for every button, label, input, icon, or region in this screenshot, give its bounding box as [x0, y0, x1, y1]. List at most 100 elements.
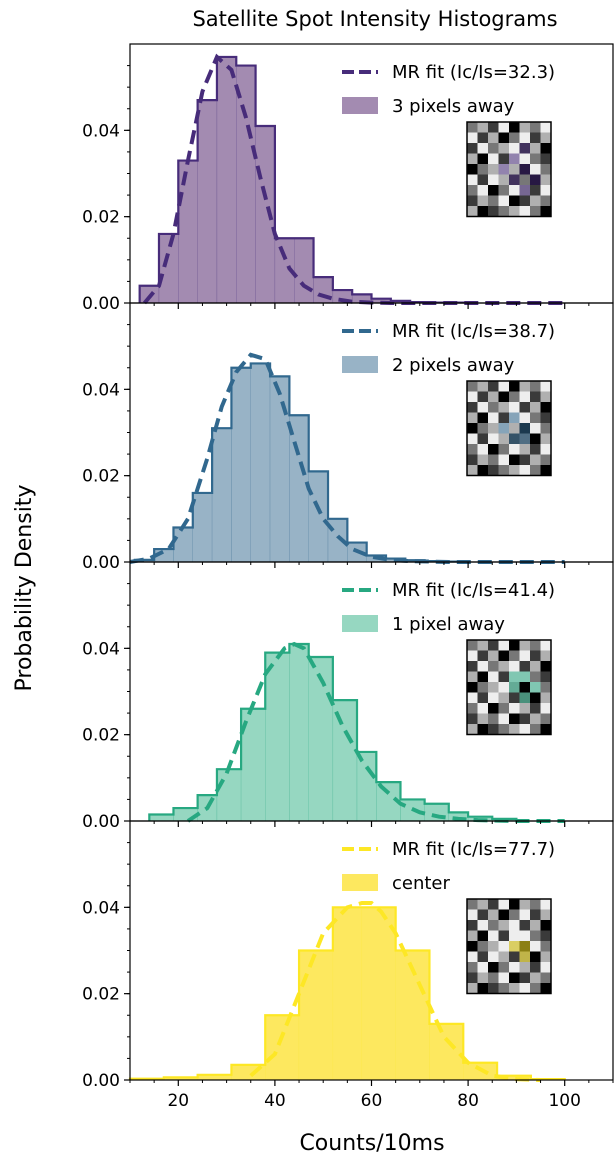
thumbnail-pixel	[488, 640, 499, 651]
thumbnail-pixel	[467, 941, 478, 952]
thumbnail-pixel	[477, 444, 489, 455]
thumbnail-pixel	[530, 412, 541, 424]
thumbnail-pixel	[498, 909, 510, 921]
thumbnail-pixel	[477, 402, 489, 413]
thumbnail-pixel	[467, 962, 478, 973]
thumbnail-highlight	[519, 143, 530, 154]
thumbnail-pixel	[509, 143, 520, 154]
thumbnail-pixel	[530, 671, 541, 683]
legend-hist-swatch	[342, 356, 378, 373]
thumbnail-pixel	[540, 713, 552, 725]
thumbnail-pixel	[519, 661, 531, 672]
thumbnail-pixel	[488, 143, 499, 154]
thumbnail-pixel	[530, 454, 541, 466]
thumbnail-pixel	[540, 381, 552, 392]
thumbnail-pixel	[509, 122, 520, 133]
y-axis-label: Probability Density	[12, 485, 37, 692]
thumbnail-pixel	[488, 444, 499, 455]
thumbnail-highlight	[498, 164, 509, 175]
thumbnail-pixel	[519, 682, 531, 693]
thumbnail-pixel	[477, 132, 489, 144]
thumbnail-pixel	[488, 423, 499, 434]
y-tick-label: 0.00	[82, 812, 120, 832]
thumbnail-pixel	[467, 465, 478, 476]
thumbnail-pixel	[530, 692, 541, 704]
thumbnail-pixel	[540, 909, 552, 921]
thumbnail-pixel	[488, 412, 499, 424]
thumbnail-pixel	[498, 972, 510, 984]
fit-curve	[142, 53, 565, 305]
x-axis-label: Counts/10ms	[299, 1131, 444, 1156]
thumbnail-pixel	[530, 930, 541, 942]
thumbnail-pixel	[540, 682, 552, 693]
thumbnail-pixel	[498, 122, 510, 133]
thumbnail-pixel	[509, 962, 520, 973]
thumbnail-pixel	[519, 391, 531, 403]
thumbnail-pixel	[530, 132, 541, 144]
thumbnail-pixel	[467, 143, 478, 154]
thumbnail-pixel	[540, 465, 552, 476]
thumbnail-pixel	[540, 412, 552, 424]
thumbnail-pixel	[530, 920, 541, 931]
thumbnail-pixel	[488, 962, 499, 973]
thumbnail-pixel	[477, 941, 489, 952]
thumbnail-pixel	[498, 983, 510, 994]
spot-thumbnail	[466, 898, 552, 995]
thumbnail-pixel	[488, 724, 499, 735]
thumbnail-highlight	[519, 433, 530, 444]
thumbnail-pixel	[530, 433, 541, 445]
thumbnail-pixel	[477, 122, 489, 133]
thumbnail-pixel	[540, 983, 552, 994]
legend-hist-label: center	[392, 873, 451, 894]
thumbnail-highlight	[519, 164, 530, 175]
thumbnail-pixel	[540, 671, 552, 683]
thumbnail-pixel	[477, 983, 489, 994]
thumbnail-pixel	[530, 713, 541, 725]
thumbnail-pixel	[530, 153, 541, 165]
thumbnail-pixel	[488, 671, 499, 683]
thumbnail-pixel	[530, 391, 541, 403]
y-tick-label: 0.02	[82, 985, 120, 1005]
thumbnail-pixel	[519, 724, 531, 735]
thumbnail-pixel	[530, 941, 541, 952]
x-tick-label: 80	[457, 1091, 479, 1111]
thumbnail-pixel	[488, 650, 499, 662]
thumbnail-highlight	[509, 412, 520, 423]
thumbnail-pixel	[519, 920, 531, 931]
thumbnail-pixel	[467, 122, 478, 133]
thumbnail-pixel	[509, 185, 520, 196]
legend-hist-label: 2 pixels away	[392, 355, 515, 376]
thumbnail-pixel	[540, 423, 552, 434]
thumbnail-pixel	[509, 899, 520, 910]
thumbnail-pixel	[467, 724, 478, 735]
thumbnail-pixel	[540, 391, 552, 403]
thumbnail-pixel	[498, 381, 510, 392]
thumbnail-pixel	[467, 391, 478, 403]
spot-thumbnail	[466, 380, 552, 477]
thumbnail-pixel	[540, 724, 552, 735]
thumbnail-pixel	[498, 930, 510, 942]
thumbnail-pixel	[498, 433, 510, 445]
histogram-bar	[361, 907, 396, 1081]
thumbnail-pixel	[498, 132, 510, 144]
thumbnail-pixel	[519, 402, 531, 413]
thumbnail-pixel	[540, 195, 552, 207]
thumbnail-pixel	[509, 132, 520, 144]
histogram-outline	[133, 362, 465, 563]
thumbnail-pixel	[509, 724, 520, 735]
thumbnail-pixel	[509, 983, 520, 994]
thumbnail-pixel	[477, 433, 489, 445]
thumbnail-pixel	[530, 143, 541, 154]
thumbnail-pixel	[540, 692, 552, 704]
histogram-bar	[231, 367, 251, 563]
panel-1: 0.00 0.02 0.04 MR fit (Ic/Is=32.3) 3 pixels …	[82, 43, 614, 314]
thumbnail-pixel	[467, 920, 478, 931]
thumbnail-pixel	[540, 122, 552, 133]
thumbnail-pixel	[488, 402, 499, 413]
histogram-bar	[173, 527, 193, 563]
histogram-bar	[265, 1015, 300, 1081]
y-tick-label: 0.02	[82, 726, 120, 746]
thumbnail-pixel	[519, 640, 531, 651]
thumbnail-pixel	[509, 402, 520, 413]
histogram-bar	[211, 427, 232, 563]
